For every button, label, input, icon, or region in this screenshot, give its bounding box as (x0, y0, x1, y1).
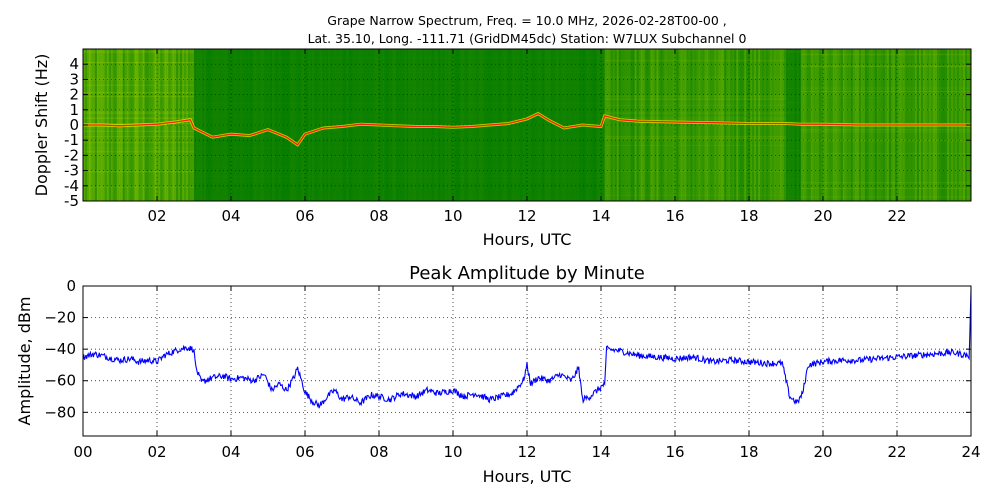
amplitude-x-tick-label: 10 (443, 443, 462, 461)
spectrogram-chart: Grape Narrow Spectrum, Freq. = 10.0 MHz,… (32, 13, 972, 249)
spectrogram-y-tick-label: -1 (64, 131, 79, 149)
spectrogram-y-axis-label: Doppler Shift (Hz) (32, 54, 51, 197)
spectrogram-x-tick-label: 16 (665, 207, 684, 225)
spectrogram-x-tick-label: 20 (813, 207, 832, 225)
spectrogram-y-tick-label: -4 (64, 177, 79, 195)
spectrogram-y-tick-label: 4 (69, 55, 79, 73)
amplitude-series-line (82, 289, 972, 409)
doppler-trace-line (83, 112, 971, 146)
spectrogram-x-tick-label: 12 (517, 207, 536, 225)
spectrogram-title-line1: Grape Narrow Spectrum, Freq. = 10.0 MHz,… (327, 13, 726, 28)
amplitude-y-ticks: 0 −20 −40 −60 −80 (44, 277, 971, 421)
amplitude-x-tick-label: 18 (739, 443, 758, 461)
spectrogram-y-tick-label: -3 (64, 162, 79, 180)
spectrogram-x-tick-label: 14 (591, 207, 610, 225)
amplitude-x-tick-label: 02 (147, 443, 166, 461)
spectrogram-x-axis-label: Hours, UTC (483, 230, 572, 249)
amplitude-x-tick-label: 06 (295, 443, 314, 461)
amplitude-y-tick-label: −80 (44, 403, 76, 421)
spectrogram-x-tick-label: 22 (887, 207, 906, 225)
spectrogram-x-tick-label: 04 (221, 207, 240, 225)
spectrogram-x-tick-label: 10 (443, 207, 462, 225)
amplitude-y-tick-label: −20 (44, 309, 76, 327)
spectrogram-title-line2: Lat. 35.10, Long. -111.71 (GridDM45dc) S… (308, 31, 747, 46)
spectrogram-x-tick-label: 06 (295, 207, 314, 225)
amplitude-x-tick-label: 12 (517, 443, 536, 461)
spectrogram-x-tick-label: 02 (147, 207, 166, 225)
spectrogram-y-tick-label: -2 (64, 146, 79, 164)
spectrogram-y-tick-label: -5 (64, 192, 79, 210)
amplitude-y-tick-label: −60 (44, 372, 76, 390)
amplitude-x-tick-label: 24 (961, 443, 980, 461)
amplitude-x-tick-label: 14 (591, 443, 610, 461)
spectrogram-y-tick-label: 0 (69, 116, 79, 134)
amplitude-title: Peak Amplitude by Minute (409, 263, 645, 284)
amplitude-x-tick-label: 20 (813, 443, 832, 461)
spectrogram-grid (83, 49, 971, 202)
spectrogram-x-ticks: 02 04 06 08 10 12 14 16 18 20 22 (147, 49, 907, 225)
spectrogram-y-tick-label: 2 (69, 86, 79, 104)
amplitude-series (82, 289, 972, 409)
spectrogram-doppler-trace (83, 111, 971, 147)
amplitude-chart: Peak Amplitude by Minute 00 02 04 06 08 10 12 1… (15, 263, 981, 486)
amplitude-x-tick-label: 04 (221, 443, 240, 461)
spectrogram-x-tick-label: 08 (369, 207, 388, 225)
amplitude-x-ticks: 00 02 04 06 08 10 12 14 16 18 20 22 24 (73, 286, 981, 461)
spectrogram-y-tick-label: 3 (69, 70, 79, 88)
amplitude-x-tick-label: 22 (887, 443, 906, 461)
amplitude-y-tick-label: −40 (44, 340, 76, 358)
amplitude-x-tick-label: 00 (73, 443, 92, 461)
spectrogram-y-tick-label: 1 (69, 101, 79, 119)
amplitude-x-tick-label: 08 (369, 443, 388, 461)
amplitude-x-tick-label: 16 (665, 443, 684, 461)
amplitude-x-axis-label: Hours, UTC (483, 467, 572, 486)
spectrogram-x-tick-label: 18 (739, 207, 758, 225)
amplitude-y-tick-label: 0 (66, 277, 76, 295)
amplitude-y-axis-label: Amplitude, dBm (15, 297, 34, 426)
